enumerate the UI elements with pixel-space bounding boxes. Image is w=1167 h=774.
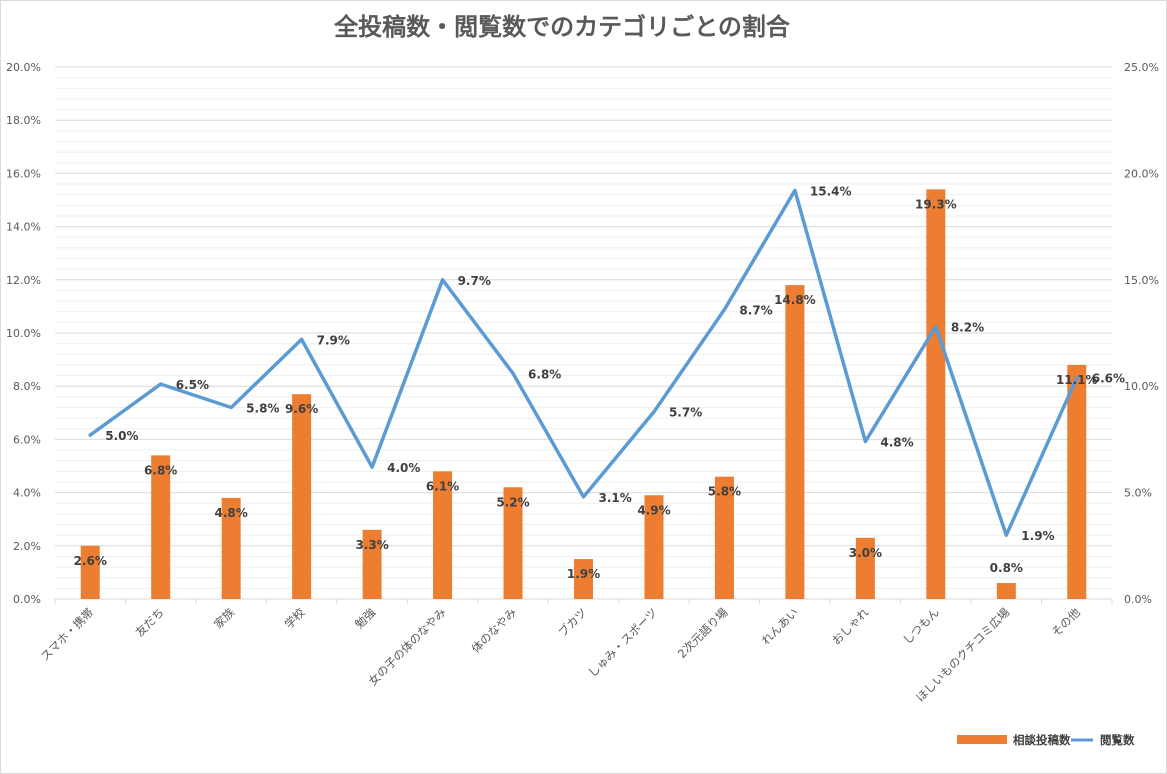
bar-data-label: 3.3% (355, 538, 388, 552)
right-tick-label: 0.0% (1124, 593, 1152, 606)
bar-data-label: 1.9% (567, 567, 600, 581)
bar-data-label: 19.3% (915, 197, 957, 211)
bar (644, 495, 664, 599)
legend-bar-swatch (957, 735, 1007, 744)
bar-data-label: 14.8% (774, 293, 816, 307)
right-tick-label: 10.0% (1124, 380, 1159, 393)
left-tick-label: 12.0% (6, 274, 41, 287)
bar-data-label: 5.8% (708, 485, 741, 499)
left-tick-label: 18.0% (6, 114, 41, 127)
bar-data-label: 11.1% (1056, 373, 1098, 387)
line-data-label: 6.6% (1092, 372, 1125, 386)
line-path (88, 188, 1079, 537)
line-data-label: 5.8% (246, 401, 279, 415)
category-label: 友だち (133, 605, 167, 639)
chart-title: 全投稿数・閲覧数でのカテゴリごとの割合 (333, 13, 791, 41)
left-tick-label: 6.0% (13, 433, 41, 446)
line-series (88, 188, 1079, 537)
right-axis-ticks: 0.0% 5.0% 10.0% 15.0% 20.0% 25.0% (1124, 61, 1159, 606)
left-axis-ticks: 0.0% 2.0% 4.0% 6.0% 8.0% 10.0% 12.0% 14.0% 16.0%… (6, 61, 41, 606)
legend-line-label: 閲覧数 (1100, 733, 1135, 747)
legend: 相談投稿数 閲覧数 (957, 733, 1135, 747)
category-label: 勉強 (352, 605, 379, 632)
right-tick-label: 5.0% (1124, 487, 1152, 500)
line-data-label: 4.8% (880, 436, 913, 450)
line-data-label: 9.7% (458, 274, 491, 288)
bar-data-label: 5.2% (496, 495, 529, 509)
line-data-label: 7.9% (317, 333, 350, 347)
left-tick-label: 2.0% (13, 540, 41, 553)
bar (714, 476, 734, 599)
bar-data-label: 9.6% (285, 402, 318, 416)
bar-data-label: 6.8% (144, 463, 177, 477)
line-data-label: 5.0% (105, 429, 138, 443)
line-data-label: 5.7% (669, 406, 702, 420)
bar (362, 529, 382, 599)
bar (292, 394, 312, 599)
bar (151, 455, 171, 599)
category-label: 2次元語り場 (675, 605, 731, 661)
line-data-label: 3.1% (599, 491, 632, 505)
line-data-label: 6.5% (176, 378, 209, 392)
bar-data-label: 3.0% (849, 546, 882, 560)
line-data-label: 4.0% (387, 461, 420, 475)
category-label: その他 (1049, 605, 1084, 640)
bar (855, 537, 875, 599)
line-data-label: 1.9% (1021, 529, 1054, 543)
bar-data-label: 6.1% (426, 479, 459, 493)
left-tick-label: 10.0% (6, 327, 41, 340)
gridlines (54, 66, 1113, 604)
category-label: スマホ・携帯 (38, 605, 96, 663)
bar-data-label: 4.9% (637, 503, 670, 517)
right-tick-label: 20.0% (1124, 167, 1159, 180)
category-label: ブカツ (555, 605, 589, 639)
bar-data-label: 2.6% (74, 554, 107, 568)
bar-series (80, 189, 1087, 600)
left-tick-label: 14.0% (6, 221, 41, 234)
bar (221, 497, 241, 599)
left-tick-label: 4.0% (13, 487, 41, 500)
bar-data-label: 4.8% (215, 506, 248, 520)
bar (926, 189, 946, 600)
line-data-label: 15.4% (810, 184, 852, 198)
category-label: 女の子の体のなやみ (366, 605, 449, 688)
bar (574, 559, 593, 599)
category-label: 体のなやみ (469, 605, 520, 656)
bar-data-label: 0.8% (990, 561, 1023, 575)
bar (433, 471, 453, 599)
bar (503, 487, 523, 599)
left-tick-label: 16.0% (6, 167, 41, 180)
bar (785, 285, 805, 599)
line-data-label: 8.2% (951, 321, 984, 335)
category-label: しつもん (900, 605, 942, 647)
line-data-label: 8.7% (739, 304, 772, 318)
line-data-label: 6.8% (528, 367, 561, 381)
left-tick-label: 20.0% (6, 61, 41, 74)
legend-bar-label: 相談投稿数 (1013, 733, 1071, 747)
bar (80, 545, 100, 599)
left-tick-label: 8.0% (13, 380, 41, 393)
category-label: おしゃれ (829, 605, 872, 648)
data-labels: 2.6% 6.8% 4.8% 9.6% 3.3% 6.1% 5.2% 1.9% 4.9% 5.8%… (74, 184, 1125, 581)
right-tick-label: 15.0% (1124, 274, 1159, 287)
bar (1067, 364, 1087, 599)
category-label: れんあい (759, 605, 801, 647)
category-label: しゅみ・スポーツ (585, 605, 660, 680)
right-tick-label: 25.0% (1124, 61, 1159, 74)
bar (996, 583, 1016, 599)
category-label: 学校 (282, 605, 309, 632)
left-tick-label: 0.0% (13, 593, 41, 606)
category-label: 家族 (211, 605, 238, 632)
